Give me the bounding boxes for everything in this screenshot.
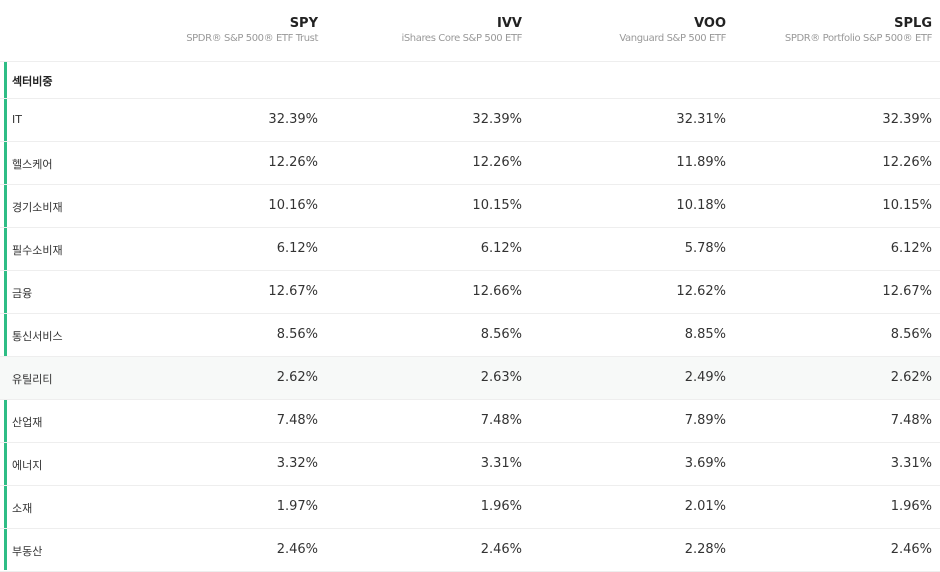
table-row: 필수소비재 6.12% 6.12% 5.78% 6.12% xyxy=(0,228,940,271)
sector-value-spy: 7.48% xyxy=(276,413,318,428)
sector-value-splg: 2.62% xyxy=(890,370,932,385)
sector-value-ivv: 8.56% xyxy=(480,327,522,342)
sector-value-voo: 3.69% xyxy=(684,456,726,471)
sector-value-splg: 3.31% xyxy=(890,456,932,471)
fund-ticker: SPLG xyxy=(894,16,932,31)
fund-header-spy[interactable]: SPY SPDR® S&P 500® ETF Trust xyxy=(186,16,318,46)
fund-name: iShares Core S&P 500 ETF xyxy=(401,33,522,44)
sector-value-ivv: 7.48% xyxy=(480,413,522,428)
sector-value-voo: 5.78% xyxy=(684,241,726,256)
sector-value-splg: 32.39% xyxy=(882,112,932,127)
sector-value-voo: 7.89% xyxy=(684,413,726,428)
sector-label: 유틸리티 xyxy=(12,373,53,386)
sector-value-ivv: 6.12% xyxy=(480,241,522,256)
sector-value-splg: 10.15% xyxy=(882,198,932,213)
sector-value-spy: 8.56% xyxy=(276,327,318,342)
table-row: 경기소비재 10.16% 10.15% 10.18% 10.15% xyxy=(0,185,940,228)
sector-value-splg: 2.46% xyxy=(890,542,932,557)
sector-value-voo: 11.89% xyxy=(676,155,726,170)
sector-value-splg: 6.12% xyxy=(890,241,932,256)
fund-header-splg[interactable]: SPLG SPDR® Portfolio S&P 500® ETF xyxy=(784,16,933,46)
table-row: IT 32.39% 32.39% 32.31% 32.39% xyxy=(0,99,940,142)
sector-label: IT xyxy=(12,113,22,126)
sector-label: 부동산 xyxy=(12,545,43,558)
sector-value-splg: 12.67% xyxy=(882,284,932,299)
sector-value-spy: 10.16% xyxy=(268,198,318,213)
sector-label: 금융 xyxy=(12,287,33,300)
table-row: 통신서비스 8.56% 8.56% 8.85% 8.56% xyxy=(0,314,940,357)
sector-value-spy: 2.62% xyxy=(276,370,318,385)
sector-value-splg: 12.26% xyxy=(882,155,932,170)
sector-value-spy: 2.46% xyxy=(276,542,318,557)
table-row: 소재 1.97% 1.96% 2.01% 1.96% xyxy=(0,486,940,529)
sector-label: 필수소비재 xyxy=(12,244,63,257)
accent-bar xyxy=(4,62,7,570)
sector-value-voo: 2.49% xyxy=(684,370,726,385)
sector-value-splg: 1.96% xyxy=(890,499,932,514)
fund-name: SPDR® S&P 500® ETF Trust xyxy=(186,33,318,44)
sector-value-spy: 32.39% xyxy=(268,112,318,127)
sector-value-ivv: 12.26% xyxy=(472,155,522,170)
sector-value-voo: 32.31% xyxy=(676,112,726,127)
table-row: 금융 12.67% 12.66% 12.62% 12.67% xyxy=(0,271,940,314)
sector-rows: IT 32.39% 32.39% 32.31% 32.39% 헬스케어 12.26% 12.2… xyxy=(0,99,940,572)
sector-value-ivv: 2.63% xyxy=(480,370,522,385)
sector-value-ivv: 32.39% xyxy=(472,112,522,127)
sector-value-spy: 1.97% xyxy=(276,499,318,514)
sector-value-ivv: 3.31% xyxy=(480,456,522,471)
sector-value-spy: 3.32% xyxy=(276,456,318,471)
fund-ticker: SPY xyxy=(289,16,318,31)
sector-label: 산업재 xyxy=(12,416,43,429)
sector-value-splg: 8.56% xyxy=(890,327,932,342)
sector-label: 통신서비스 xyxy=(12,330,63,343)
sector-value-ivv: 1.96% xyxy=(480,499,522,514)
sector-value-voo: 2.01% xyxy=(684,499,726,514)
sector-value-voo: 2.28% xyxy=(684,542,726,557)
sector-value-voo: 10.18% xyxy=(676,198,726,213)
section-header: 섹터비중 xyxy=(0,62,940,99)
sector-label: 소재 xyxy=(12,502,33,515)
sector-value-spy: 6.12% xyxy=(276,241,318,256)
sector-value-splg: 7.48% xyxy=(890,413,932,428)
table-row: 헬스케어 12.26% 12.26% 11.89% 12.26% xyxy=(0,142,940,185)
sector-value-voo: 8.85% xyxy=(684,327,726,342)
table-row: 산업재 7.48% 7.48% 7.89% 7.48% xyxy=(0,400,940,443)
sector-value-spy: 12.67% xyxy=(268,284,318,299)
sector-value-spy: 12.26% xyxy=(268,155,318,170)
sector-value-ivv: 10.15% xyxy=(472,198,522,213)
fund-header-ivv[interactable]: IVV iShares Core S&P 500 ETF xyxy=(401,16,522,46)
table-header: SPY SPDR® S&P 500® ETF Trust IVV iShares… xyxy=(0,0,940,62)
table-row: 부동산 2.46% 2.46% 2.28% 2.46% xyxy=(0,529,940,572)
sector-value-ivv: 2.46% xyxy=(480,542,522,557)
sector-label: 에너지 xyxy=(12,459,43,472)
fund-name: Vanguard S&P 500 ETF xyxy=(619,33,726,44)
fund-name: SPDR® Portfolio S&P 500® ETF xyxy=(784,33,933,44)
sector-value-voo: 12.62% xyxy=(676,284,726,299)
section-title: 섹터비중 xyxy=(12,75,53,88)
fund-header-voo[interactable]: VOO Vanguard S&P 500 ETF xyxy=(619,16,726,46)
table-row: 유틸리티 2.62% 2.63% 2.49% 2.62% xyxy=(0,357,940,400)
sector-value-ivv: 12.66% xyxy=(472,284,522,299)
fund-ticker: IVV xyxy=(497,16,522,31)
sector-label: 경기소비재 xyxy=(12,201,63,214)
fund-ticker: VOO xyxy=(694,16,726,31)
table-row: 에너지 3.32% 3.31% 3.69% 3.31% xyxy=(0,443,940,486)
sector-label: 헬스케어 xyxy=(12,158,53,171)
